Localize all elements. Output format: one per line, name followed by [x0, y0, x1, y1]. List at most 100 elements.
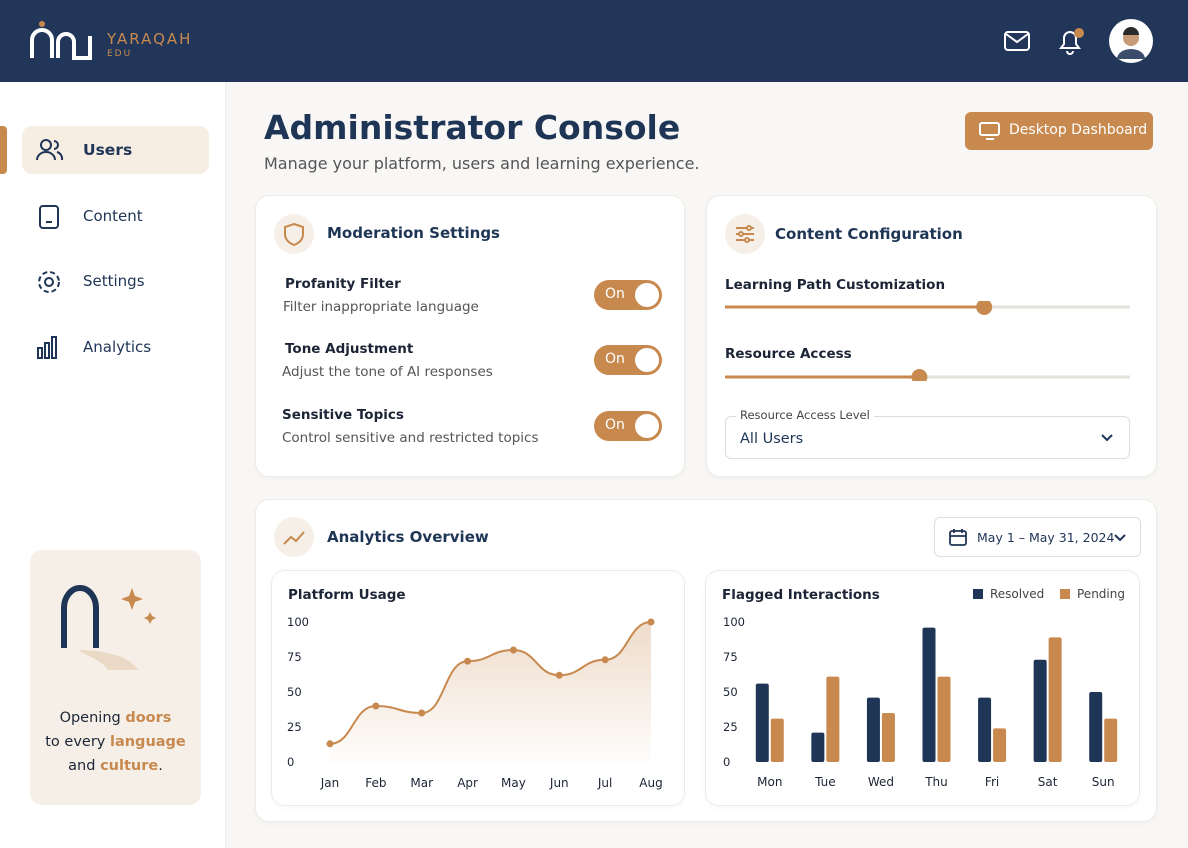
legend-label: Pending	[1077, 587, 1125, 601]
bar	[755, 683, 769, 762]
point	[326, 740, 334, 748]
nav-active	[22, 126, 209, 174]
date-range: May 1 – May 31, 2024	[977, 530, 1115, 545]
setting-label: Tone Adjustment	[285, 341, 414, 357]
legend-swatch	[1060, 589, 1070, 599]
trend-icon	[274, 517, 314, 557]
promo-card: Opening doors to every language and cult…	[30, 550, 201, 805]
x-tick-label: Sun	[1092, 775, 1115, 789]
nav-indicator	[0, 126, 7, 174]
mail-icon[interactable]	[1004, 30, 1030, 52]
point	[601, 656, 609, 664]
promo-word: and	[68, 758, 96, 774]
brand: YARAQAH	[107, 30, 193, 48]
y-tick-label: 75	[723, 650, 738, 664]
y-tick-label: 50	[723, 685, 738, 699]
chart-title: Flagged Interactions	[722, 587, 880, 603]
y-tick-label: 0	[723, 755, 730, 769]
sidebar: Users Content Settings Analytics Opening…	[0, 82, 226, 848]
page-title: Administrator Console	[264, 108, 681, 147]
area	[330, 622, 651, 762]
x-tick-label: Thu	[924, 775, 948, 789]
setting-label: Profanity Filter	[285, 276, 401, 292]
nav-item[interactable]: Content	[83, 207, 143, 225]
calendar-icon	[949, 529, 967, 546]
promo-text: Opening doors to every language and cult…	[30, 706, 201, 778]
chevron	[1114, 534, 1126, 542]
legend-label: Resolved	[990, 587, 1044, 601]
point	[418, 709, 426, 717]
nav-item[interactable]: Users	[83, 141, 133, 159]
avatar[interactable]	[1109, 19, 1153, 63]
toggle[interactable]: On	[594, 411, 662, 441]
sliders[interactable]	[725, 301, 1130, 381]
promo-word: culture	[100, 758, 159, 774]
x-tick-label: Mon	[757, 775, 782, 789]
date-picker[interactable]: May 1 – May 31, 2024	[934, 517, 1141, 557]
chart: Flagged Interactions 0 25 50 75 100 Mon Tue Wed T…	[722, 587, 1125, 789]
y-tick-label: 75	[287, 650, 302, 664]
bar	[881, 713, 895, 762]
chevron	[1101, 434, 1113, 442]
bar	[826, 676, 840, 762]
nav-item[interactable]: Settings	[83, 272, 145, 290]
bar	[1089, 692, 1103, 762]
select-label: Resource Access Level	[736, 408, 874, 422]
promo-word: language	[109, 734, 186, 750]
bar	[1104, 718, 1118, 762]
y-tick-label: 100	[287, 615, 309, 629]
x-tick-label: Jul	[597, 776, 612, 790]
page-subtitle: Manage your platform, users and learning…	[264, 154, 700, 173]
slider-label: Learning Path Customization	[725, 277, 946, 293]
point	[372, 702, 380, 710]
card-title: Moderation Settings	[327, 224, 500, 242]
bar	[1048, 637, 1062, 762]
promo-word: to every	[45, 734, 106, 750]
toggle[interactable]: On	[594, 345, 662, 375]
x-tick-label: Sat	[1038, 775, 1058, 789]
nav-item[interactable]: Analytics	[83, 338, 152, 356]
monitor-icon	[979, 122, 1000, 140]
select-value: All Users	[740, 431, 804, 447]
slider-thumb	[976, 301, 993, 315]
toggle[interactable]: On	[594, 280, 662, 310]
promo-illustration	[61, 585, 156, 670]
chart-card: Platform Usage 0 25 50 75 100 Jan Feb Mar Apr May J…	[271, 570, 685, 806]
x-tick-label: Apr	[457, 776, 478, 790]
settings-icon	[38, 271, 60, 293]
brand-sub: EDU	[107, 49, 133, 59]
content-icon	[39, 205, 59, 229]
chart-card: Flagged Interactions 0 25 50 75 100 Mon Tue Wed T…	[705, 570, 1140, 806]
bar	[993, 728, 1007, 762]
y-tick-label: 0	[287, 755, 294, 769]
bar	[937, 676, 951, 762]
setting-label: Sensitive Topics	[282, 407, 404, 423]
chart-title: Platform Usage	[288, 587, 406, 603]
x-tick-label: Feb	[365, 776, 386, 790]
desktop-button[interactable]: Desktop Dashboard	[965, 112, 1153, 150]
header: YARAQAH EDU	[0, 0, 1188, 82]
slider-label: Resource Access	[725, 346, 852, 362]
bar	[922, 627, 936, 762]
y-tick-label: 50	[287, 685, 302, 699]
y-tick-label: 25	[287, 720, 302, 734]
setting-desc: Control sensitive and restricted topics	[282, 430, 539, 446]
x-tick-label: Jan	[320, 776, 340, 790]
bar	[866, 697, 880, 762]
point	[509, 646, 517, 654]
point	[647, 618, 655, 626]
bar	[770, 718, 784, 762]
legend-swatch	[973, 589, 983, 599]
bar	[978, 697, 992, 762]
chart: Platform Usage 0 25 50 75 100 Jan Feb Mar Apr May J…	[287, 587, 663, 790]
bar	[811, 732, 825, 762]
bell-icon[interactable]	[1056, 26, 1088, 56]
shield-icon	[274, 214, 314, 254]
setting-desc: Filter inappropriate language	[283, 299, 479, 315]
select[interactable]: Resource Access Level All Users	[725, 408, 1130, 459]
promo-word: Opening	[59, 710, 121, 726]
x-tick-label: Mar	[410, 776, 433, 790]
moderation-card: Moderation Settings Profanity Filter Fil…	[255, 195, 685, 477]
bar	[1033, 659, 1047, 762]
